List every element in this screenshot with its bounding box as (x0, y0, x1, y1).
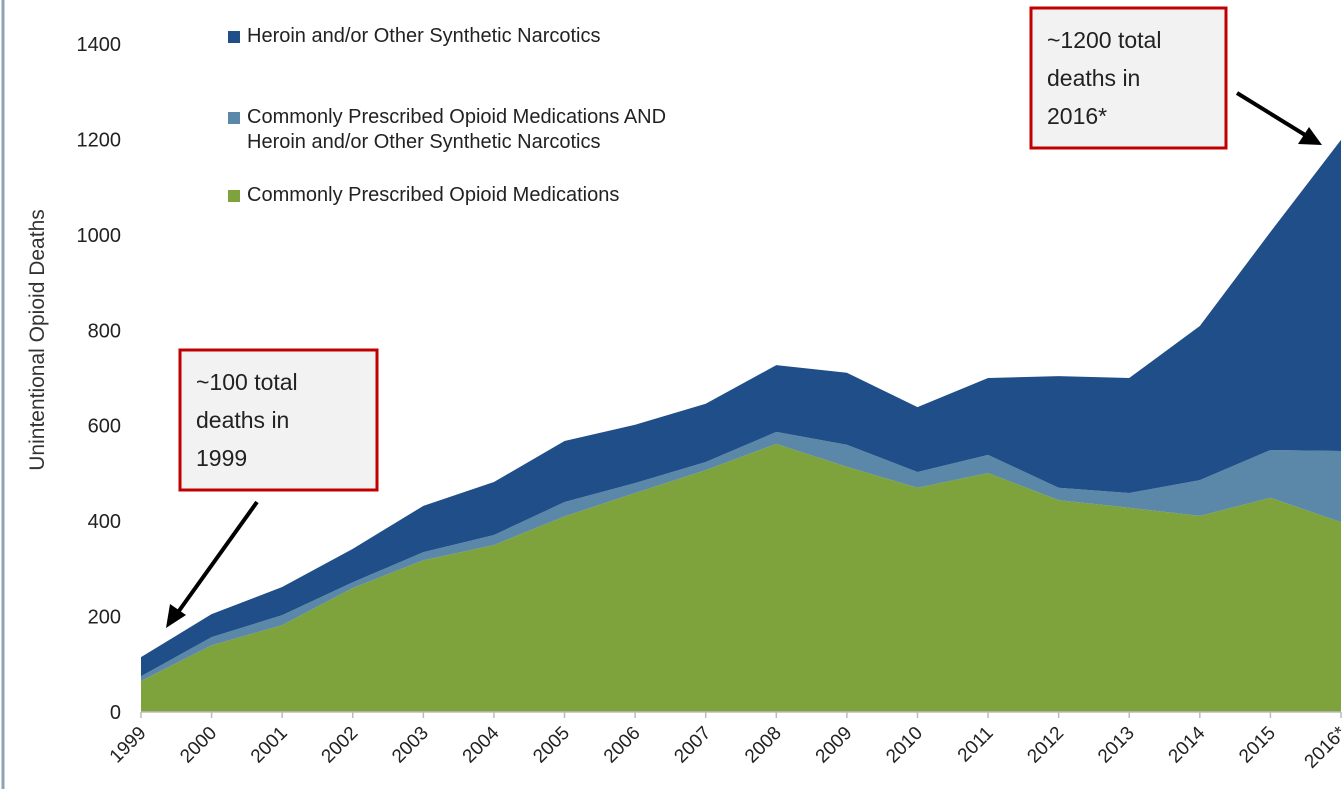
x-tick-label: 2015 (1235, 723, 1280, 768)
legend-swatch (228, 190, 240, 202)
y-tick-label: 800 (88, 320, 121, 342)
arrow-head (1298, 127, 1322, 145)
arrow (1235, 91, 1312, 140)
y-tick-label: 400 (88, 511, 121, 533)
annotation-box (178, 348, 379, 492)
x-tick-label: 2007 (670, 723, 715, 768)
legend-swatch (228, 112, 240, 124)
x-tick-label: 2008 (741, 723, 786, 768)
y-axis-label: Unintentional Opioid Deaths (26, 209, 49, 471)
annotation-text: 2016* (1047, 103, 1107, 129)
legend: Heroin and/or Other Synthetic Narcotics C… (228, 24, 698, 208)
x-tick-label: 2002 (318, 723, 363, 768)
x-tick-label: 2001 (247, 723, 292, 768)
legend-item: Commonly Prescribed Opioid Medications (228, 183, 698, 208)
y-tick-label: 200 (88, 607, 121, 629)
y-tick-label: 1400 (77, 34, 122, 56)
legend-label: Commonly Prescribed Opioid Medications (247, 184, 620, 206)
x-tick-label: 2014 (1165, 722, 1210, 767)
x-tick-label: 2005 (529, 723, 574, 768)
annotation-text: ~100 total (196, 369, 298, 395)
annotation-text: 1999 (196, 445, 247, 471)
legend-label: Commonly Prescribed Opioid Medications A… (247, 106, 667, 153)
x-tick-label: 2006 (600, 723, 645, 768)
annotation-box (1029, 6, 1228, 150)
x-tick-label: 2010 (882, 723, 927, 768)
legend-swatch (228, 31, 240, 43)
y-tick-label: 1000 (77, 225, 122, 247)
x-tick-label: 2011 (954, 723, 998, 767)
y-tick-label: 1200 (77, 129, 122, 151)
x-tick-label: 2013 (1094, 723, 1139, 768)
x-tick-label: 2012 (1023, 723, 1068, 768)
y-tick-label: 0 (110, 702, 121, 724)
arrow (174, 500, 259, 617)
legend-item: Heroin and/or Other Synthetic Narcotics (228, 24, 698, 49)
x-tick-label: 2016* (1301, 722, 1342, 772)
arrow-head (166, 604, 186, 628)
x-tick-label: 2003 (388, 723, 433, 768)
annotation-text: deaths in (1047, 65, 1140, 91)
x-tick-label: 1999 (106, 723, 151, 768)
area (141, 139, 1341, 677)
area (141, 443, 1341, 712)
y-tick-label: 600 (88, 416, 121, 438)
legend-label: Heroin and/or Other Synthetic Narcotics (247, 25, 601, 47)
legend-item: Commonly Prescribed Opioid Medications A… (228, 105, 698, 155)
annotation-text: deaths in (196, 407, 289, 433)
annotation-text: ~1200 total (1047, 27, 1161, 53)
x-tick-label: 2000 (176, 723, 221, 768)
x-tick-label: 2004 (459, 722, 504, 767)
x-tick-label: 2009 (812, 723, 857, 768)
